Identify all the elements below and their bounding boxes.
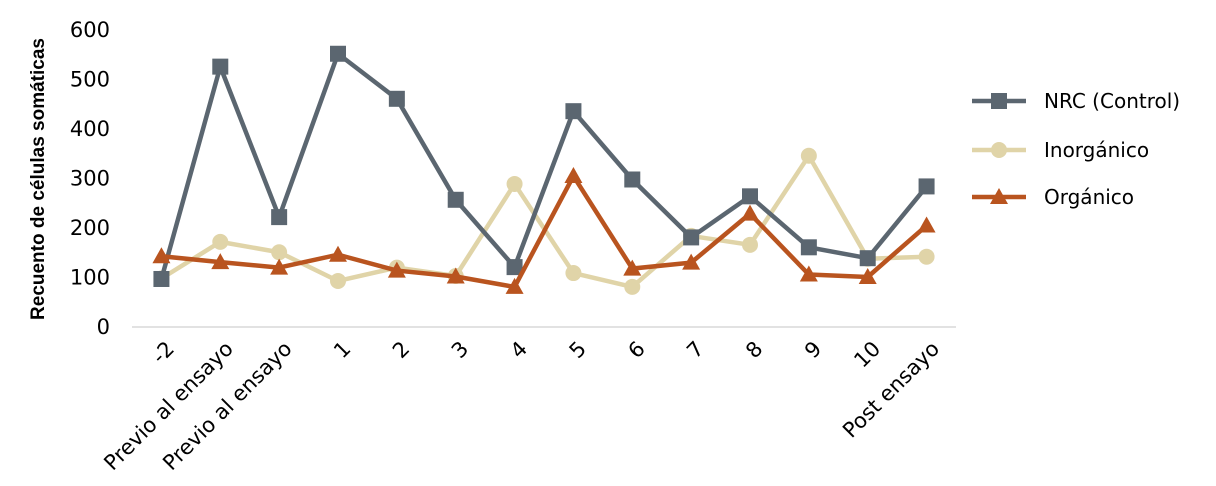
legend-label: NRC (Control) — [1044, 89, 1180, 113]
legend-label: Orgánico — [1044, 185, 1134, 209]
x-tick-label: 7 — [682, 337, 708, 363]
data-point — [212, 58, 229, 75]
data-point — [506, 175, 523, 192]
data-point — [506, 259, 523, 276]
data-point — [153, 270, 170, 287]
legend-marker — [991, 142, 1007, 158]
data-point — [505, 277, 524, 294]
legend-item: NRC (Control) — [972, 89, 1180, 113]
data-point — [271, 209, 288, 226]
data-point — [446, 267, 465, 284]
legend: NRC (Control) Inorgánico Orgánico — [972, 89, 1180, 209]
series-line — [159, 51, 929, 282]
legend-marker — [991, 93, 1007, 109]
data-point — [918, 248, 935, 265]
data-point — [624, 171, 641, 188]
data-point — [329, 245, 347, 262]
data-point — [858, 268, 877, 285]
data-point — [800, 239, 817, 256]
x-tick-label: 1 — [329, 337, 355, 363]
series-triangle — [152, 167, 936, 294]
series-square — [153, 45, 935, 287]
x-tick-label: 2 — [388, 337, 414, 363]
legend-item: Inorgánico — [972, 138, 1149, 162]
data-point — [799, 265, 818, 282]
data-point — [683, 229, 700, 246]
data-point — [271, 244, 288, 261]
y-tick-label: 300 — [70, 167, 110, 191]
legend-item: Orgánico — [972, 185, 1134, 209]
data-point — [212, 233, 229, 250]
data-point — [741, 204, 759, 221]
data-point — [447, 191, 464, 208]
x-tick-label: 3 — [447, 337, 473, 363]
y-tick-label: 600 — [70, 18, 110, 42]
data-point — [152, 247, 171, 264]
data-point — [742, 188, 758, 205]
data-point — [742, 236, 758, 253]
data-point — [270, 258, 289, 275]
data-point — [565, 103, 582, 120]
data-point — [564, 167, 583, 184]
data-point — [623, 259, 642, 276]
data-point — [387, 261, 406, 278]
x-tick-label: 6 — [623, 337, 649, 363]
data-point — [859, 250, 876, 267]
data-point — [330, 45, 346, 62]
data-point — [211, 253, 230, 270]
y-tick-label: 200 — [70, 216, 110, 240]
data-point — [624, 278, 641, 295]
data-point — [917, 216, 936, 233]
y-tick-labels: 0 100 200 300 400 500 600 — [70, 18, 110, 339]
data-point — [330, 272, 346, 289]
y-axis-title: Recuento de células somáticas — [28, 38, 49, 320]
y-tick-label: 500 — [70, 68, 110, 92]
data-point — [918, 178, 935, 195]
x-tick-label: 8 — [741, 337, 767, 363]
y-tick-label: 0 — [97, 315, 110, 339]
x-tick-label: 9 — [800, 337, 826, 363]
data-point — [565, 265, 582, 282]
series-line — [159, 173, 929, 290]
data-point — [388, 90, 405, 107]
legend-marker — [990, 188, 1008, 204]
series-lines — [152, 45, 936, 295]
x-tick-label: 4 — [506, 337, 532, 363]
y-tick-label: 400 — [70, 117, 110, 141]
x-tick-label: 5 — [565, 337, 591, 363]
x-tick-label: -2 — [147, 337, 179, 369]
data-point — [800, 147, 817, 164]
data-point — [682, 253, 701, 270]
x-tick-label: 10 — [849, 337, 885, 373]
legend-label: Inorgánico — [1044, 138, 1149, 162]
y-tick-label: 100 — [70, 266, 110, 290]
